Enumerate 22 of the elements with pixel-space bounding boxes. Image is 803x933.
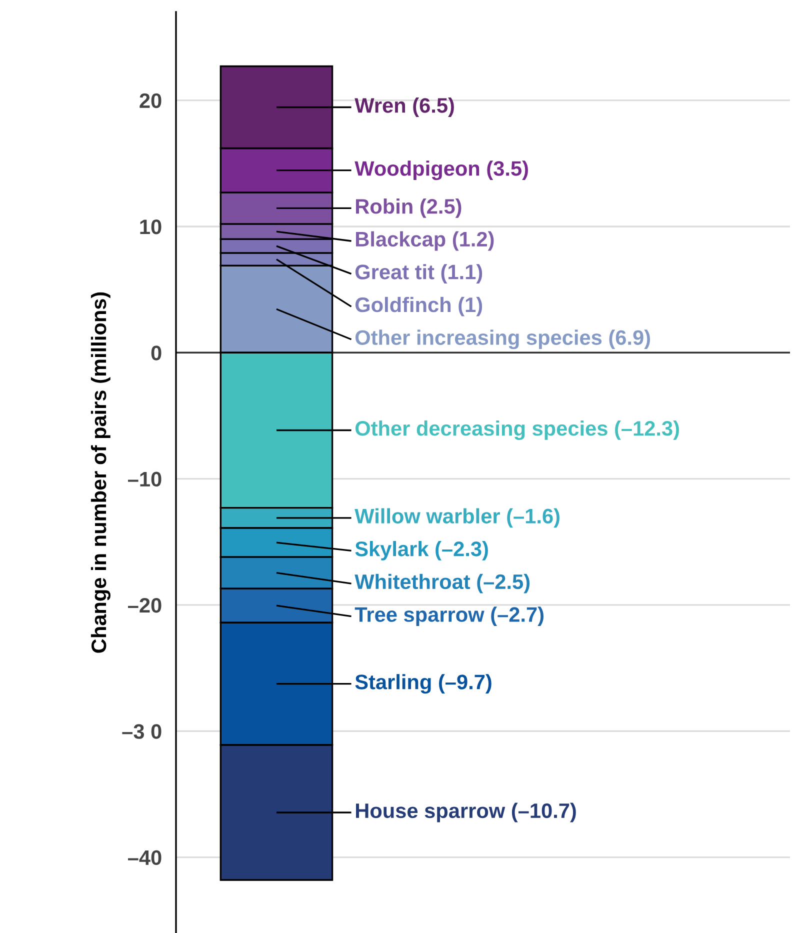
y-tick-label: 10 (140, 219, 162, 234)
legend-label: Wren (6.5) (354, 98, 454, 117)
legend-label: Blackcap (1.2) (356, 231, 494, 251)
legend-label: Whitethroat (–2.5) (354, 574, 530, 594)
legend-label: Other decreasing species (–12.3) (355, 420, 679, 440)
legend-label: Skylark (–2.3) (355, 541, 488, 560)
legend-label: Starling (–9.7) (355, 674, 492, 694)
y-tick-label: –3 0 (122, 724, 162, 739)
y-axis-title: Change in number of pairs (millions) (90, 292, 110, 653)
legend-label: Willow warbler (–1.6) (354, 508, 560, 528)
legend-label: Robin (2.5) (356, 198, 462, 218)
legend-label: Woodpigeon (3.5) (354, 160, 528, 180)
y-tick-label: –20 (128, 598, 162, 613)
legend-label: Great tit (1.1) (355, 264, 482, 284)
y-tick-label: –10 (128, 472, 162, 487)
legend-label: Tree sparrow (–2.7) (354, 606, 544, 626)
series-label: Other increasing species (6.9) (355, 330, 650, 350)
series-label: Goldfinch (1) (355, 296, 482, 316)
y-tick-label: –40 (128, 850, 162, 866)
legend-label: House sparrow (–10.7) (356, 802, 576, 822)
y-tick-label: 20 (140, 93, 162, 108)
y-tick-label: 0 (151, 346, 162, 360)
